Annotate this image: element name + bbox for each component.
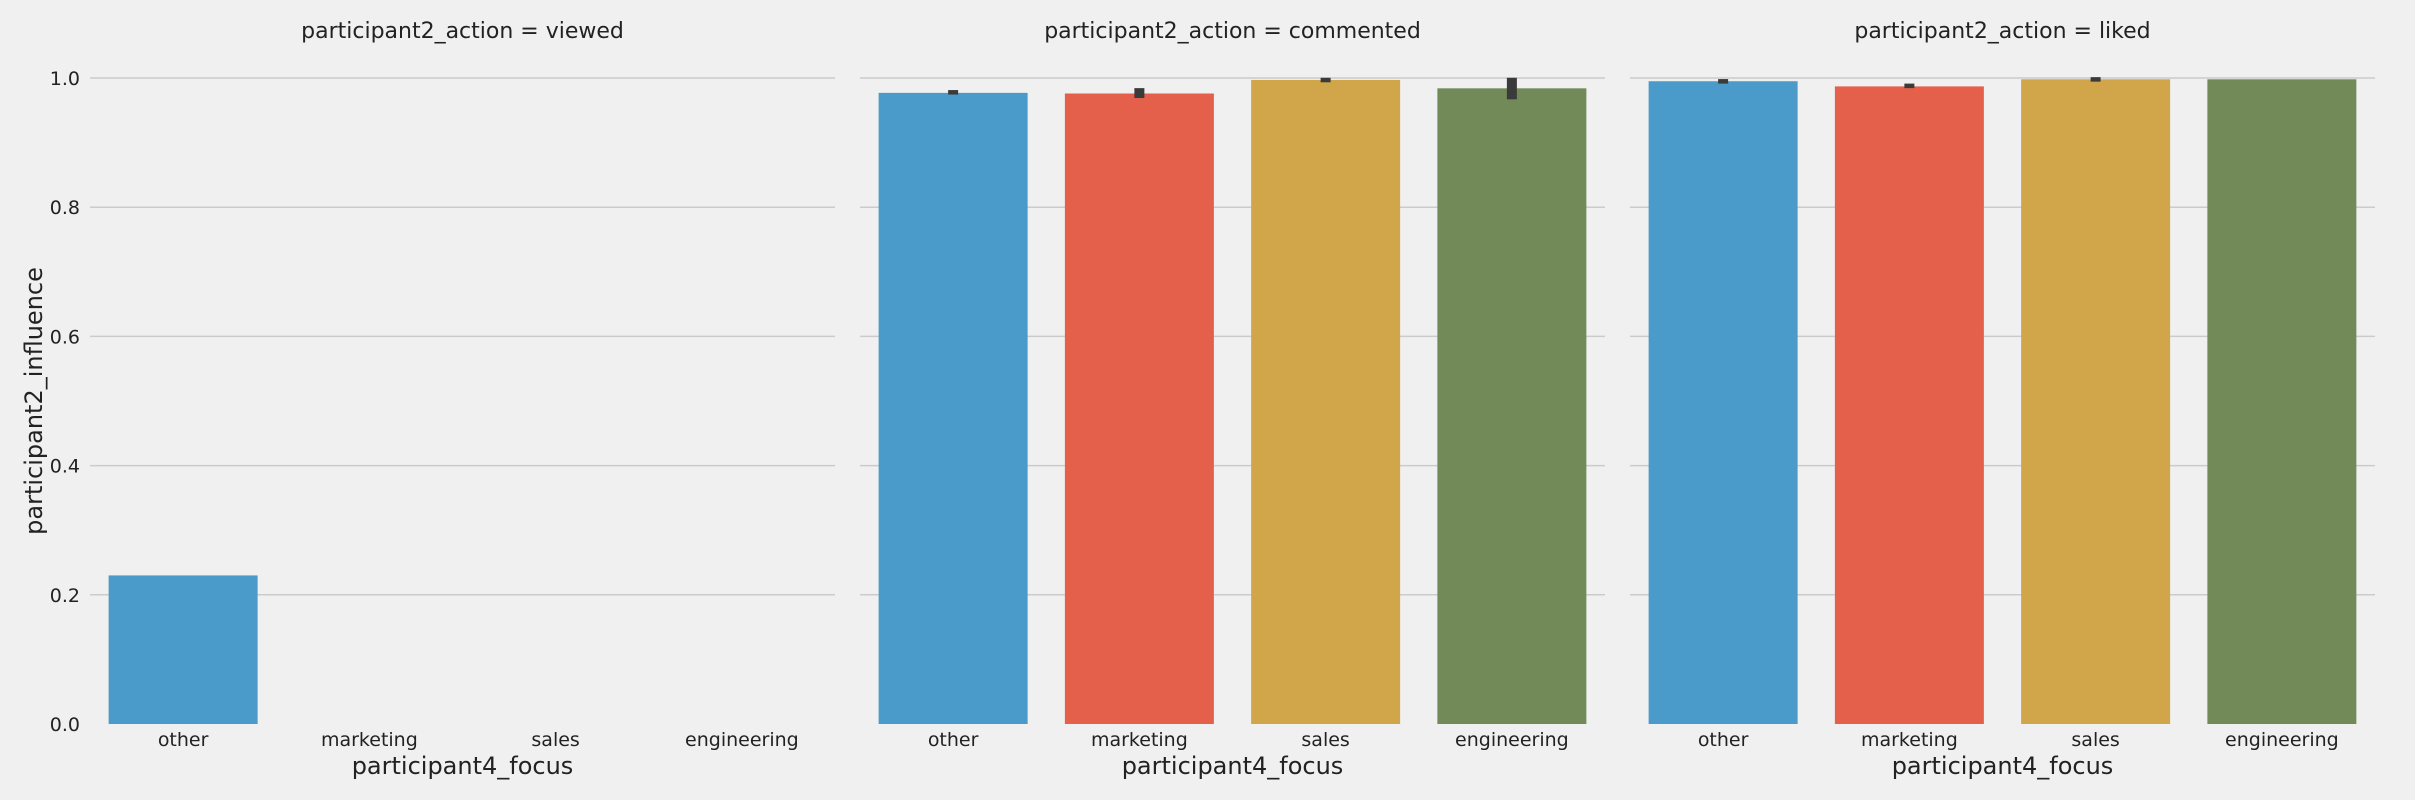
x-tick-label: engineering	[2225, 729, 2339, 751]
x-axis-label: participant4_focus	[1122, 752, 1344, 780]
facet-title: participant2_action = liked	[1854, 19, 2150, 44]
facet-title: participant2_action = commented	[1044, 19, 1421, 44]
x-tick-label: sales	[531, 729, 579, 751]
y-tick-label: 0.2	[50, 585, 80, 607]
x-axis-label: participant4_focus	[1892, 752, 2114, 780]
facet-1: 0.0 0.2 0.4 0.6 0.8 1.0 participant2_action = …	[50, 19, 835, 780]
bar-sales	[2021, 79, 2171, 725]
x-tick-label: other	[158, 729, 209, 751]
bar-sales	[1251, 79, 1401, 725]
x-tick-label: engineering	[685, 729, 799, 751]
errorbar	[1718, 79, 1729, 84]
facet-3: participant2_action = liked other marketin…	[1630, 19, 2375, 780]
bar-engineering	[1437, 88, 1587, 724]
bar-engineering	[2207, 79, 2357, 725]
bar-marketing	[1064, 93, 1214, 724]
errorbar	[1320, 77, 1331, 83]
errorbar	[1506, 77, 1517, 100]
facet-title: participant2_action = viewed	[301, 19, 624, 44]
bar-other	[108, 575, 258, 724]
x-tick-label: other	[1698, 729, 1749, 751]
y-tick-label: 0.0	[50, 714, 80, 736]
facet-2: participant2_action = commented other mark…	[860, 19, 1605, 780]
bar-marketing	[1834, 86, 1984, 724]
errorbar	[2090, 77, 2101, 82]
errorbar	[1134, 88, 1145, 99]
errorbar	[948, 90, 959, 95]
y-tick-label: 0.8	[50, 197, 80, 219]
bar-other	[1648, 81, 1798, 725]
x-tick-label: other	[928, 729, 979, 751]
y-tick-label: 0.6	[50, 326, 80, 348]
x-tick-label: marketing	[321, 729, 418, 751]
x-tick-label: sales	[2071, 729, 2119, 751]
x-tick-label: marketing	[1861, 729, 1958, 751]
x-tick-label: engineering	[1455, 729, 1569, 751]
x-axis-label: participant4_focus	[352, 752, 574, 780]
errorbar	[1904, 83, 1915, 89]
y-axis-label: participant2_influence	[20, 267, 48, 535]
y-tick-label: 1.0	[50, 68, 80, 90]
x-tick-label: sales	[1301, 729, 1349, 751]
x-tick-label: marketing	[1091, 729, 1188, 751]
bar-other	[878, 92, 1028, 724]
y-tick-label: 0.4	[50, 456, 80, 478]
